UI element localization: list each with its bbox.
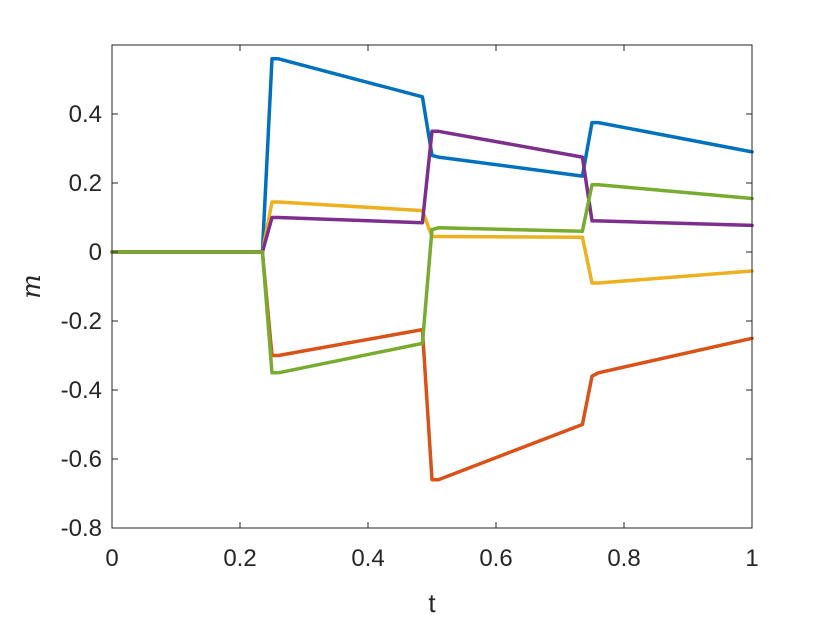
y-tick-label: -0.6: [61, 446, 102, 473]
series-layer: [110, 57, 754, 482]
y-tick-label: 0.2: [69, 170, 102, 197]
series-line-1: [110, 57, 754, 254]
y-axis-label: m: [17, 274, 47, 299]
x-tick-label: 0: [105, 545, 118, 572]
y-tick-label: -0.4: [61, 377, 102, 404]
x-tick-label: 1: [745, 545, 758, 572]
x-tick-label: 0.4: [351, 545, 384, 572]
x-axis-label: t: [428, 588, 436, 618]
y-tick-label: 0.4: [69, 101, 102, 128]
axes-layer: 0 0.2 0.4 0.6 0.8 1 -0.8 -0.6 -0.4 -0.2 0 0.2 0.4: [61, 44, 759, 572]
series-line-4: [110, 129, 754, 254]
series-line-5: [110, 182, 754, 375]
x-tick-label: 0.6: [479, 545, 512, 572]
plot-box: [111, 44, 753, 529]
series-line-2: [110, 250, 754, 482]
x-tick-label: 0.2: [223, 545, 256, 572]
y-tick-label: -0.2: [61, 308, 102, 335]
y-tick-label: -0.8: [61, 515, 102, 542]
y-tick-label: 0: [89, 239, 102, 266]
x-tick-label: 0.8: [607, 545, 640, 572]
